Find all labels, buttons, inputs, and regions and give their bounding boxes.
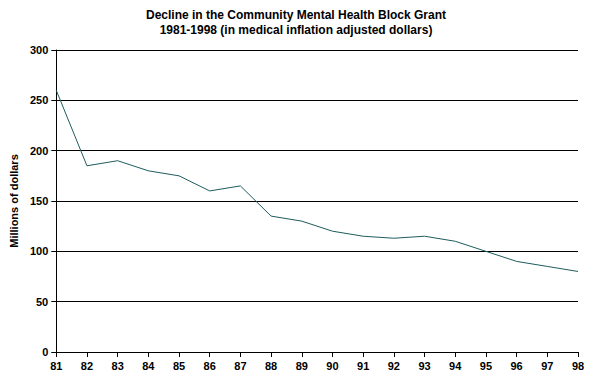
svg-text:90: 90 bbox=[326, 360, 338, 372]
svg-text:83: 83 bbox=[112, 360, 124, 372]
svg-text:0: 0 bbox=[42, 346, 48, 358]
svg-text:81: 81 bbox=[50, 360, 62, 372]
svg-text:94: 94 bbox=[449, 360, 462, 372]
svg-text:250: 250 bbox=[30, 94, 48, 106]
svg-text:92: 92 bbox=[388, 360, 400, 372]
svg-text:95: 95 bbox=[480, 360, 492, 372]
svg-text:86: 86 bbox=[204, 360, 216, 372]
svg-text:Decline in the Community Menta: Decline in the Community Mental Health B… bbox=[146, 8, 446, 22]
svg-text:50: 50 bbox=[36, 296, 48, 308]
svg-text:97: 97 bbox=[541, 360, 553, 372]
svg-text:Millions of dollars: Millions of dollars bbox=[8, 154, 20, 248]
svg-text:84: 84 bbox=[142, 360, 155, 372]
svg-text:96: 96 bbox=[510, 360, 522, 372]
svg-text:91: 91 bbox=[357, 360, 369, 372]
svg-text:300: 300 bbox=[30, 44, 48, 56]
svg-text:82: 82 bbox=[81, 360, 93, 372]
svg-text:98: 98 bbox=[572, 360, 584, 372]
svg-text:1981-1998 (in medical inflatio: 1981-1998 (in medical inflation adjusted… bbox=[160, 23, 433, 37]
svg-text:93: 93 bbox=[418, 360, 430, 372]
svg-text:88: 88 bbox=[265, 360, 277, 372]
svg-text:85: 85 bbox=[173, 360, 185, 372]
svg-text:150: 150 bbox=[30, 195, 48, 207]
svg-text:87: 87 bbox=[234, 360, 246, 372]
svg-text:200: 200 bbox=[30, 145, 48, 157]
svg-text:100: 100 bbox=[30, 245, 48, 257]
svg-text:89: 89 bbox=[296, 360, 308, 372]
